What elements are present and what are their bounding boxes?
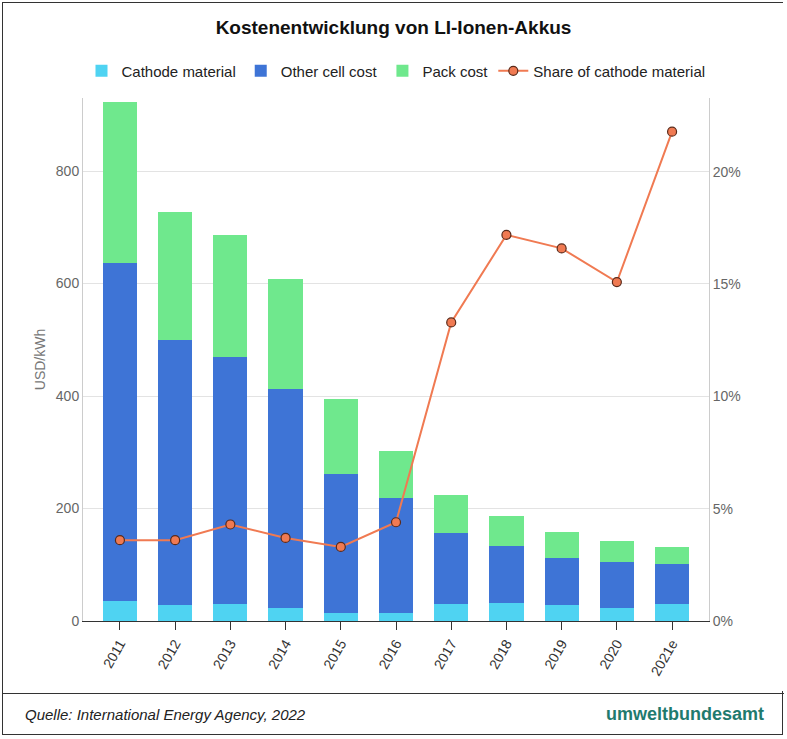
svg-text:10%: 10% bbox=[713, 388, 741, 404]
svg-text:2016: 2016 bbox=[375, 637, 405, 672]
svg-text:2015: 2015 bbox=[320, 637, 350, 672]
svg-text:200: 200 bbox=[56, 500, 80, 516]
svg-text:400: 400 bbox=[56, 388, 80, 404]
svg-text:2011: 2011 bbox=[100, 637, 129, 671]
svg-text:2013: 2013 bbox=[210, 637, 240, 672]
svg-text:Share of cathode material: Share of cathode material bbox=[533, 63, 705, 80]
svg-text:5%: 5% bbox=[713, 501, 733, 517]
svg-text:20%: 20% bbox=[713, 164, 741, 180]
html-text:umweltbundesamt: umweltbundesamt bbox=[606, 704, 764, 724]
svg-text:Kostenentwicklung von LI-Ionen: Kostenentwicklung von LI-Ionen-Akkus bbox=[216, 17, 572, 38]
svg-text:Other cell cost: Other cell cost bbox=[281, 63, 378, 80]
svg-text:Cathode material: Cathode material bbox=[122, 63, 236, 80]
svg-text:2018: 2018 bbox=[486, 637, 516, 672]
svg-text:800: 800 bbox=[56, 163, 80, 179]
svg-text:15%: 15% bbox=[713, 276, 741, 292]
svg-text:2014: 2014 bbox=[265, 637, 295, 672]
svg-text:USD/kWh: USD/kWh bbox=[32, 329, 48, 390]
svg-text:0: 0 bbox=[71, 613, 79, 629]
svg-text:2017: 2017 bbox=[430, 637, 460, 672]
svg-text:600: 600 bbox=[56, 275, 80, 291]
svg-text:Pack cost: Pack cost bbox=[422, 63, 488, 80]
svg-text:2019: 2019 bbox=[541, 637, 571, 672]
svg-text:2020: 2020 bbox=[596, 637, 626, 672]
html-text:Quelle: International Energy A: Quelle: International Energy Agency, 202… bbox=[25, 706, 306, 723]
svg-text:0%: 0% bbox=[713, 613, 733, 629]
svg-text:2021e: 2021e bbox=[647, 637, 680, 679]
svg-text:2012: 2012 bbox=[154, 637, 184, 672]
